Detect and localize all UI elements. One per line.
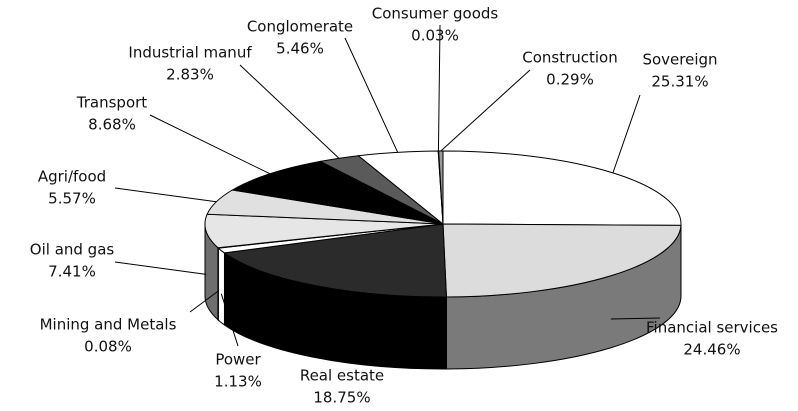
value-label: 0.29% <box>546 71 594 89</box>
leader-line <box>440 69 531 152</box>
leader-line <box>344 37 399 153</box>
category-label: Power <box>215 351 261 369</box>
category-label: Conglomerate <box>247 18 353 36</box>
slice <box>442 223 682 298</box>
category-label: Agri/food <box>38 168 106 186</box>
leader-line <box>313 328 343 363</box>
slice <box>442 150 682 226</box>
value-label: 5.57% <box>48 190 96 208</box>
value-label: 18.75% <box>313 389 370 407</box>
category-label: Mining and Metals <box>40 316 177 334</box>
value-label: 2.83% <box>166 66 214 84</box>
category-label: Real estate <box>300 367 384 385</box>
value-label: 0.03% <box>411 27 459 45</box>
category-label: Construction <box>522 49 618 67</box>
leader-line <box>114 261 207 275</box>
slice-side <box>217 246 225 326</box>
leader-line <box>610 317 661 320</box>
value-label: 8.68% <box>88 116 136 134</box>
leader-line <box>437 24 441 152</box>
leader-line <box>612 94 641 174</box>
leader-line <box>114 187 217 203</box>
value-label: 25.31% <box>651 73 708 91</box>
value-label: 5.46% <box>276 40 324 58</box>
slice <box>223 223 447 298</box>
leader-line <box>149 114 271 175</box>
slice <box>230 160 444 225</box>
leader-line <box>189 290 219 313</box>
category-label: Industrial manuf <box>128 44 252 62</box>
category-label: Oil and gas <box>30 241 115 259</box>
value-label: 24.46% <box>683 341 740 359</box>
category-label: Transport <box>76 94 148 112</box>
category-label: Consumer goods <box>372 5 499 23</box>
leader-line <box>220 293 239 347</box>
slice <box>204 213 444 249</box>
category-label: Sovereign <box>642 51 717 69</box>
value-label: 1.13% <box>214 373 262 391</box>
category-label: Financial services <box>646 319 778 337</box>
leader-line <box>239 64 340 159</box>
value-label: 0.08% <box>84 338 132 356</box>
value-label: 7.41% <box>48 263 96 281</box>
